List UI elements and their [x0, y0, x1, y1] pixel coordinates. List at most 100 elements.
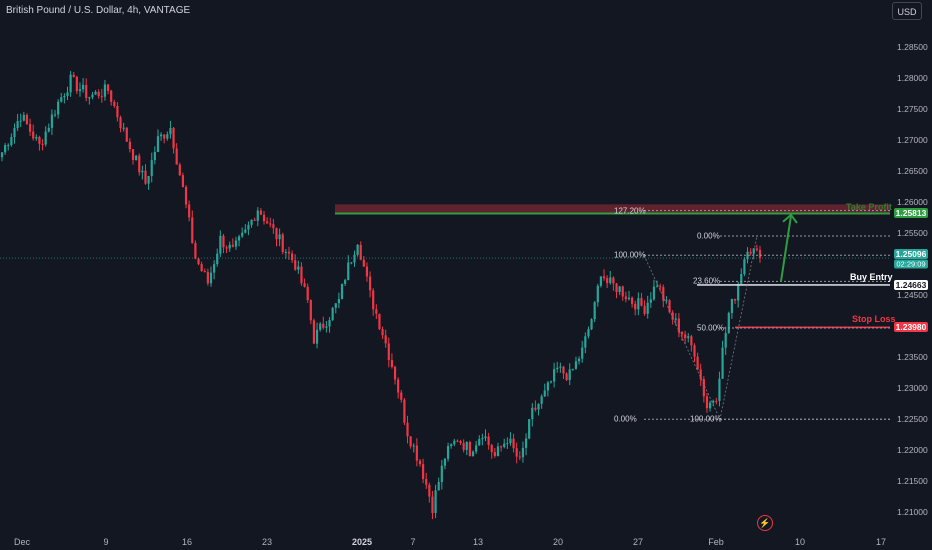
- candle-body: [325, 326, 328, 328]
- candle-body: [727, 312, 730, 333]
- x-tick-label: 20: [552, 537, 564, 547]
- countdown-tag: 02:29:09: [894, 259, 928, 269]
- candle-body: [528, 419, 531, 439]
- candle-body: [125, 127, 128, 142]
- candle-body: [665, 300, 668, 302]
- candle-body: [78, 89, 82, 92]
- candle-body: [159, 134, 163, 137]
- y-tick-label: 1.21500: [897, 476, 928, 487]
- y-tick-label: 1.22500: [897, 414, 928, 425]
- candle-body: [674, 318, 677, 320]
- candle-body: [375, 309, 378, 314]
- candle-body: [82, 84, 85, 90]
- candle-body: [284, 251, 287, 253]
- candle-body: [524, 438, 528, 448]
- candle-body: [35, 136, 38, 139]
- candle-body: [294, 260, 297, 270]
- candle-body: [481, 438, 484, 440]
- candle-body: [484, 436, 487, 439]
- candle-body: [50, 114, 54, 128]
- candle-body: [203, 271, 206, 273]
- fib-label: 50.00%: [697, 323, 725, 333]
- candle-body: [150, 160, 153, 176]
- candle-body: [737, 283, 740, 301]
- candle-body: [32, 131, 35, 139]
- candle-body: [705, 396, 709, 409]
- candle-body: [440, 465, 443, 483]
- x-tick-label: 16: [181, 537, 193, 547]
- candle-body: [97, 91, 100, 97]
- candle-body: [581, 347, 584, 359]
- candle-body: [693, 345, 696, 357]
- candle-body: [403, 399, 406, 423]
- candle-body: [7, 145, 10, 147]
- x-tick-label: Dec: [13, 537, 31, 547]
- candle-body: [156, 136, 160, 152]
- candle-body: [128, 141, 131, 150]
- candle-body: [322, 323, 325, 328]
- candle-body: [88, 97, 91, 99]
- candle-body: [506, 443, 509, 445]
- candle-body: [434, 490, 437, 513]
- candle-body: [577, 358, 581, 362]
- candle-body: [406, 422, 409, 437]
- candle-body: [328, 319, 331, 327]
- candle-body: [465, 442, 468, 450]
- candle-body: [75, 76, 78, 92]
- candle-body: [266, 221, 269, 224]
- candle-body: [169, 128, 172, 135]
- candle-body: [344, 280, 347, 284]
- fib-trend-line: [643, 235, 758, 421]
- candle-body: [66, 92, 69, 97]
- buy-entry-price-tag: 1.24663: [894, 279, 928, 290]
- candle-body: [200, 264, 203, 272]
- candle-body: [85, 84, 88, 98]
- candle-body: [637, 298, 640, 310]
- fib-label: 100.00%: [614, 250, 646, 260]
- take-profit-label: Take Profit: [846, 202, 892, 213]
- candle-body: [680, 332, 684, 335]
- candle-body: [746, 251, 749, 260]
- lightning-icon[interactable]: ⚡: [757, 515, 773, 531]
- candle-body: [543, 390, 546, 397]
- candle-body: [708, 402, 712, 409]
- x-tick-label: 10: [794, 537, 806, 547]
- candle-body: [718, 378, 721, 401]
- candle-body: [4, 145, 7, 153]
- y-tick-label: 1.23000: [897, 383, 928, 394]
- candle-body: [462, 442, 465, 450]
- candle-body: [312, 320, 316, 344]
- candle-body: [422, 464, 425, 479]
- arrow-head-icon: [782, 213, 798, 224]
- candle-body: [166, 134, 169, 139]
- candle-body: [362, 259, 365, 267]
- candle-body: [512, 438, 515, 449]
- candle-body: [428, 484, 431, 497]
- candle-body: [194, 243, 197, 259]
- candle-body: [378, 313, 381, 330]
- candle-body: [456, 440, 459, 442]
- candle-body: [188, 204, 191, 218]
- candle-body: [60, 97, 63, 102]
- arrow-icon: [780, 215, 792, 282]
- candle-body: [38, 136, 41, 144]
- candle-body: [634, 303, 637, 310]
- candle-body: [397, 379, 400, 393]
- candle-body: [47, 127, 50, 132]
- candle-body: [153, 151, 156, 161]
- candle-body: [562, 366, 565, 374]
- candle-body: [184, 186, 188, 205]
- currency-button[interactable]: USD: [892, 2, 922, 20]
- candle-body: [138, 155, 141, 173]
- candle-body: [712, 400, 715, 403]
- candle-body: [262, 214, 266, 222]
- candle-body: [191, 217, 194, 244]
- candle-body: [141, 170, 144, 173]
- candle-body: [624, 296, 627, 300]
- candle-body: [237, 236, 241, 241]
- candle-body: [478, 439, 481, 446]
- candle-body: [662, 287, 665, 301]
- candle-body: [247, 224, 250, 230]
- candle-body: [556, 367, 559, 370]
